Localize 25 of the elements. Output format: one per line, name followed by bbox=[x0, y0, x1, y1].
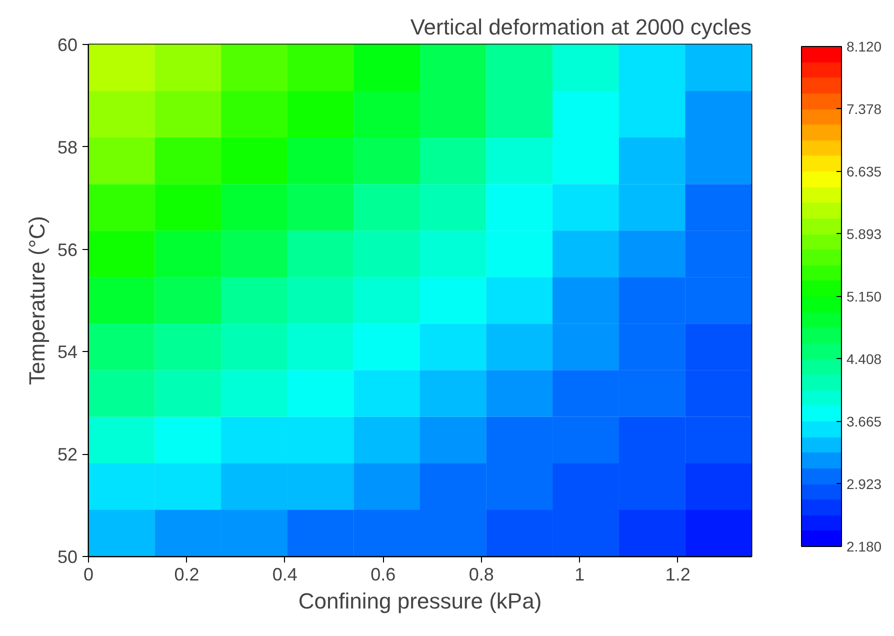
x-tick-label: 0.6 bbox=[370, 564, 396, 584]
color-bar-label: 2.180 bbox=[846, 538, 882, 554]
x-tick-label: 0.8 bbox=[468, 564, 494, 584]
y-tick-label: 52 bbox=[57, 444, 78, 465]
color-bar-label: 5.150 bbox=[846, 288, 882, 304]
y-tick-label: 54 bbox=[57, 342, 78, 362]
color-bar-label: 8.120 bbox=[846, 38, 882, 54]
color-bar-title: Vertical deformation at 2000 cycles bbox=[410, 14, 752, 40]
y-tick-label: 50 bbox=[57, 547, 78, 567]
x-tick-label: 0.2 bbox=[174, 564, 200, 584]
color-bar-label: 3.665 bbox=[846, 414, 882, 430]
y-tick-label: 58 bbox=[57, 137, 78, 158]
color-bar-label: 2.923 bbox=[846, 476, 882, 492]
color-bar-label: 7.378 bbox=[846, 100, 882, 117]
x-tick-label: 1.2 bbox=[665, 564, 690, 584]
x-tick-label: 1 bbox=[574, 564, 585, 584]
x-axis-title: Confining pressure (kPa) bbox=[298, 588, 542, 614]
x-tick-label: 0 bbox=[83, 564, 94, 584]
color-bar-label: 5.893 bbox=[846, 226, 882, 242]
x-tick-label: 0.4 bbox=[272, 564, 298, 584]
color-bar-label: 6.635 bbox=[846, 164, 882, 180]
y-tick-label: 56 bbox=[57, 240, 78, 260]
y-axis-title: Temperature (°C) bbox=[24, 216, 50, 385]
color-bar-label: 4.408 bbox=[846, 350, 882, 367]
y-tick-label: 60 bbox=[57, 35, 78, 55]
